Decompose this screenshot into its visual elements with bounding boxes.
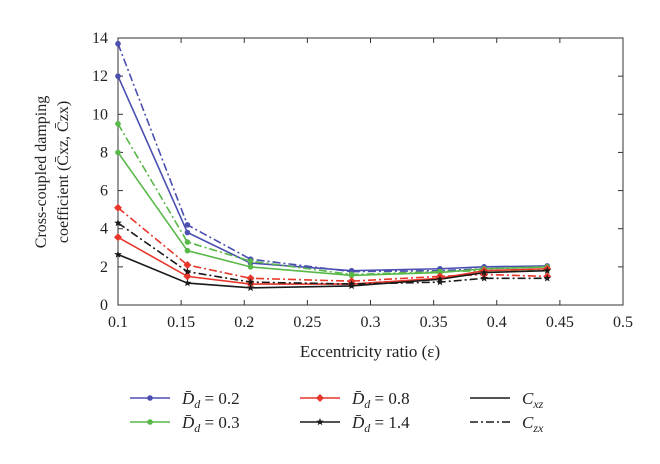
data-point <box>115 149 121 156</box>
x-tick-label: 0.45 <box>546 314 574 331</box>
data-point-star <box>183 267 192 275</box>
legend-subscript: zx <box>532 421 544 435</box>
legend-label: Czx <box>522 413 544 435</box>
x-tick-label: 0.3 <box>361 314 381 331</box>
legend-subscript: d <box>194 421 201 435</box>
data-point-star <box>436 278 444 286</box>
series-line <box>117 123 548 276</box>
legend-value: = 0.3 <box>200 413 239 432</box>
x-axis-label: Eccentricity ratio (ε) <box>300 342 440 361</box>
data-point <box>184 239 191 245</box>
data-point-star <box>480 274 488 282</box>
legend: D̄d = 0.2D̄d = 0.3D̄d = 0.8D̄d = 1.4CxzC… <box>130 389 544 435</box>
data-point-star <box>246 283 255 292</box>
data-point <box>115 40 121 47</box>
x-tick-label: 0.4 <box>487 314 507 331</box>
data-point-diamond <box>114 233 122 242</box>
y-axis-label-line1: Cross-coupled damping <box>33 96 50 248</box>
x-tick-label: 0.25 <box>293 314 321 331</box>
data-point-diamond <box>183 260 192 269</box>
series-line <box>117 43 548 273</box>
series-layer <box>117 43 548 289</box>
data-point <box>184 229 191 236</box>
legend-subscript: d <box>364 421 371 435</box>
data-point <box>184 222 191 228</box>
series-line <box>117 75 548 272</box>
x-tick-label: 0.35 <box>420 314 448 331</box>
marker-layer <box>114 40 552 292</box>
legend-symbol: D̄ <box>181 389 195 408</box>
data-point-star <box>114 250 122 258</box>
legend-label: Cxz <box>522 389 544 411</box>
data-point-star <box>480 268 488 276</box>
y-tick-label: 10 <box>92 106 108 123</box>
data-point-diamond <box>114 203 122 212</box>
data-point-star <box>183 279 192 287</box>
data-point <box>247 264 254 270</box>
data-point-star <box>316 418 324 426</box>
data-point <box>247 258 254 264</box>
y-tick-label: 2 <box>100 259 108 276</box>
legend-symbol: D̄ <box>351 389 365 408</box>
legend-subscript: d <box>194 397 201 411</box>
legend-symbol: C <box>522 413 534 432</box>
x-tick-label: 0.15 <box>167 314 195 331</box>
data-point-star <box>246 278 255 286</box>
data-point-star <box>347 280 356 288</box>
y-tick-label: 6 <box>100 183 108 200</box>
data-point <box>437 268 443 275</box>
x-tick-label: 0.5 <box>613 314 633 331</box>
y-axis-label-line2: coefficient (C̄xz, C̄zx) <box>55 101 72 243</box>
legend-subscript: xz <box>532 397 543 411</box>
legend-value: = 1.4 <box>370 413 410 432</box>
data-point-star <box>543 266 552 274</box>
legend-label: D̄d = 0.3 <box>181 413 240 435</box>
data-point-star <box>114 218 122 227</box>
y-axis-label: Cross-coupled damping coefficient (C̄xz,… <box>33 96 72 248</box>
y-tick-label: 8 <box>100 144 108 161</box>
legend-symbol: C <box>522 389 534 408</box>
data-point <box>348 271 355 278</box>
legend-value: = 0.2 <box>200 389 239 408</box>
data-point-diamond <box>316 394 324 402</box>
legend-symbol: D̄ <box>181 413 195 432</box>
data-point-star <box>543 274 552 282</box>
x-tick-label: 0.2 <box>234 314 254 331</box>
data-point <box>184 247 191 254</box>
legend-label: D̄d = 0.8 <box>351 389 410 411</box>
y-tick-label: 4 <box>100 221 108 238</box>
y-tick-label: 0 <box>100 297 108 314</box>
x-axis: 0.1 0.15 0.2 0.25 0.3 0.35 0.4 0.45 0.5 <box>108 38 633 331</box>
legend-value: = 0.8 <box>370 389 409 408</box>
legend-subscript: d <box>364 397 371 411</box>
legend-label: D̄d = 0.2 <box>181 389 240 411</box>
y-axis: 0 2 4 6 8 10 12 14 <box>92 30 623 314</box>
y-tick-label: 14 <box>92 30 108 47</box>
data-point <box>147 395 153 401</box>
data-point <box>147 419 153 425</box>
legend-symbol: D̄ <box>351 413 365 432</box>
y-tick-label: 12 <box>92 68 108 85</box>
legend-label: D̄d = 1.4 <box>351 413 410 435</box>
data-point <box>115 73 121 79</box>
data-point <box>115 121 121 127</box>
x-tick-label: 0.1 <box>108 314 128 331</box>
